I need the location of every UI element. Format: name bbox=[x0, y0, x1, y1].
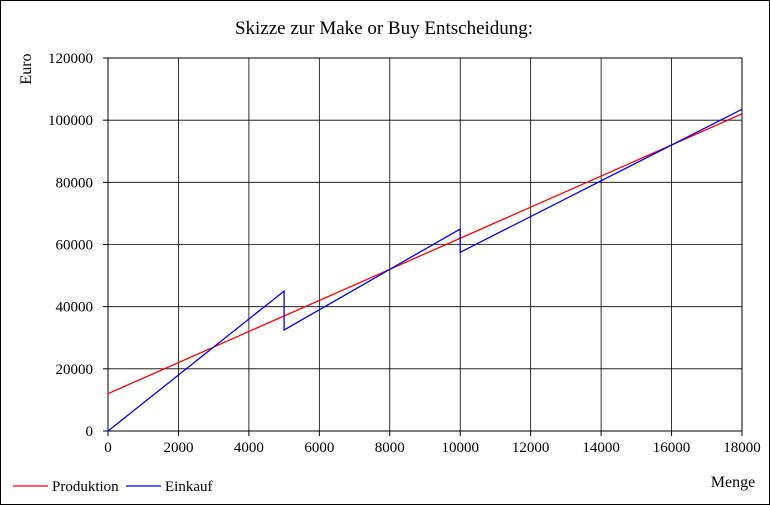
y-tick-label: 60000 bbox=[56, 238, 94, 254]
series-line-produktion bbox=[107, 113, 743, 395]
tick-labels: 0 2000 4000 6000 8000 10000 12000 14000 16000 180… bbox=[48, 51, 761, 456]
x-tick-label: 10000 bbox=[441, 440, 479, 456]
x-tick-label: 14000 bbox=[582, 440, 620, 456]
legend-label-einkauf: Einkauf bbox=[165, 479, 212, 495]
x-tick-label: 12000 bbox=[512, 440, 550, 456]
x-tick-label: 8000 bbox=[375, 440, 405, 456]
y-axis-label: Euro bbox=[18, 53, 35, 84]
x-tick-label: 18000 bbox=[723, 440, 761, 456]
x-tick-label: 6000 bbox=[304, 440, 334, 456]
series-line-einkauf bbox=[107, 108, 743, 432]
y-tick-label: 0 bbox=[86, 424, 94, 440]
y-tick-label: 20000 bbox=[56, 362, 94, 378]
y-tick-label: 80000 bbox=[56, 175, 94, 191]
series-group bbox=[107, 108, 743, 432]
y-tick-label: 40000 bbox=[56, 300, 94, 316]
x-tick-label: 16000 bbox=[653, 440, 691, 456]
y-tick-label: 100000 bbox=[48, 113, 93, 129]
x-axis-label: Menge bbox=[711, 474, 755, 491]
x-tick-label: 4000 bbox=[234, 440, 264, 456]
x-tick-label: 0 bbox=[104, 440, 112, 456]
legend: Produktion Einkauf bbox=[13, 479, 212, 495]
grid bbox=[107, 57, 743, 432]
chart-title: Skizze zur Make or Buy Entscheidung: bbox=[235, 18, 533, 39]
legend-label-produktion: Produktion bbox=[52, 479, 119, 495]
x-tick-label: 2000 bbox=[163, 440, 193, 456]
y-tick-label: 120000 bbox=[48, 51, 93, 67]
